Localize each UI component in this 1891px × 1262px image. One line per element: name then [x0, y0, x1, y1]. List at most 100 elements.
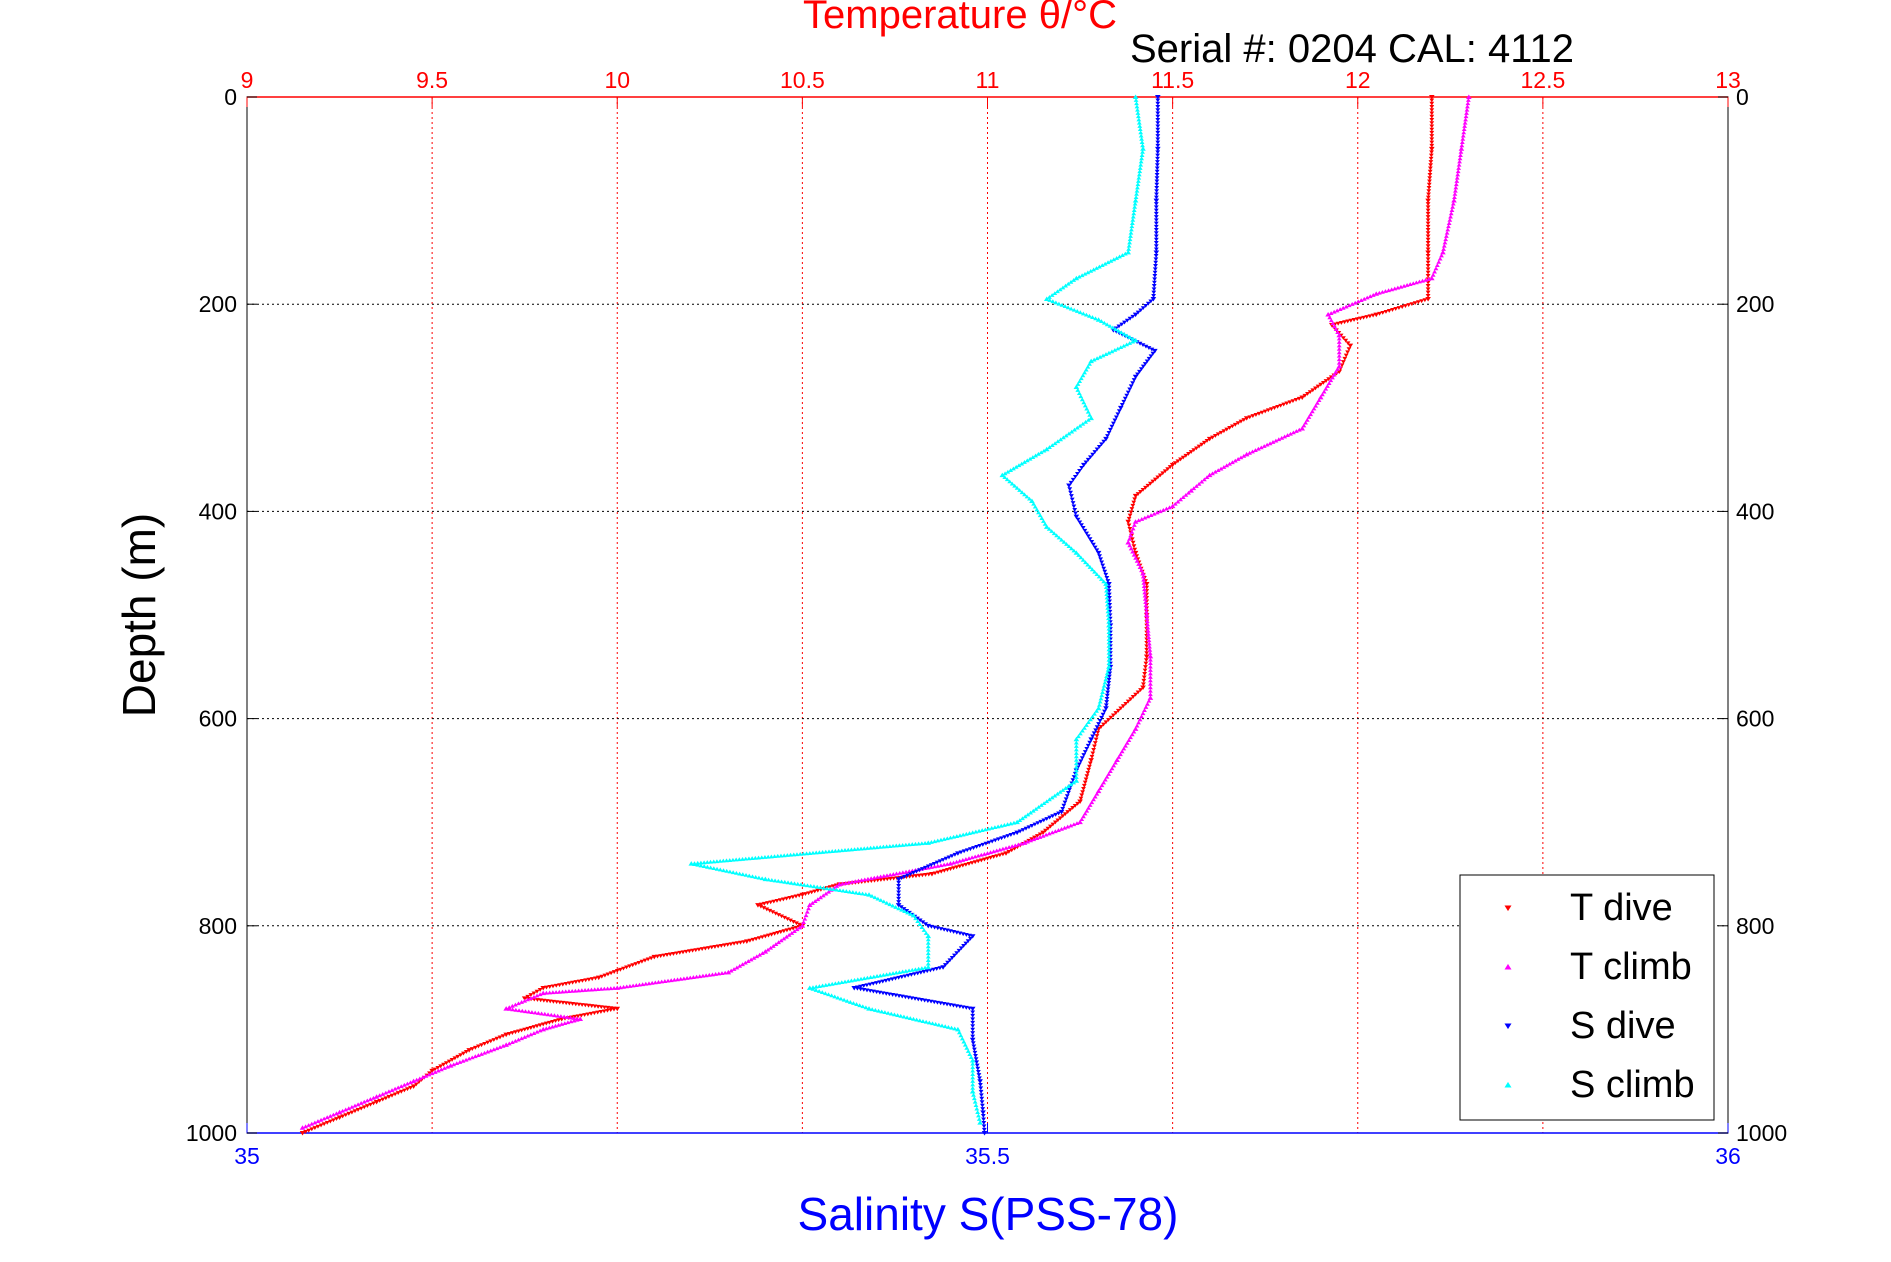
data-point-interp	[757, 952, 763, 957]
data-point-interp	[892, 1012, 897, 1017]
data-point-interp	[933, 1022, 939, 1026]
data-point-interp	[952, 1026, 958, 1031]
data-point-interp	[762, 855, 768, 859]
data-point-interp	[1439, 253, 1444, 258]
data-point-interp	[1134, 191, 1139, 196]
data-point-interp	[312, 1120, 318, 1125]
data-point-interp	[849, 879, 855, 884]
data-point-interp	[1127, 240, 1132, 245]
data-point-interp	[1148, 692, 1153, 697]
data-point-interp	[343, 1113, 349, 1118]
data-point-interp	[769, 877, 775, 882]
data-point-interp	[1106, 681, 1112, 685]
data-point-interp	[973, 1103, 979, 1108]
data-point-interp	[710, 972, 715, 977]
data-point-interp	[1071, 307, 1077, 312]
data-point-interp	[1241, 418, 1247, 422]
data-point-interp	[855, 977, 861, 982]
data-point	[1466, 94, 1472, 99]
data-point-interp	[636, 960, 642, 965]
data-point-interp	[982, 851, 987, 856]
data-point-interp	[608, 986, 614, 991]
data-point-interp	[1139, 156, 1145, 161]
data-point-interp	[522, 998, 528, 1003]
data-point-interp	[944, 836, 950, 841]
data-point-interp	[812, 899, 818, 903]
data-point-interp	[1137, 341, 1143, 346]
data-point-interp	[1449, 208, 1455, 212]
data-point-interp	[1352, 300, 1358, 305]
legend-label: T dive	[1570, 887, 1673, 929]
data-point-interp	[602, 973, 608, 978]
data-point-interp	[992, 838, 998, 843]
data-point-interp	[849, 847, 854, 852]
data-point-interp	[1422, 298, 1428, 303]
data-point-interp	[876, 1008, 881, 1013]
data-point-interp	[1279, 435, 1285, 440]
data-point-interp	[1148, 513, 1154, 517]
data-point-interp	[1138, 130, 1144, 135]
data-point-interp	[1085, 417, 1091, 422]
data-point-interp	[794, 927, 800, 932]
data-point-interp	[358, 1106, 364, 1111]
data-point-interp	[832, 994, 838, 999]
data-point-interp	[1146, 346, 1152, 351]
data-point-interp	[970, 1079, 976, 1083]
data-point-interp	[823, 983, 829, 987]
data-point-interp	[901, 1014, 907, 1019]
data-point	[1029, 498, 1035, 503]
data-point-interp	[1128, 384, 1134, 389]
data-point-interp	[965, 939, 971, 944]
data-point-interp	[1154, 192, 1159, 197]
data-point-interp	[698, 860, 704, 865]
data-point-interp	[1281, 402, 1287, 407]
data-point-interp	[1089, 754, 1095, 759]
data-point-interp	[901, 907, 907, 912]
data-point-interp	[1465, 104, 1470, 109]
data-point-interp	[1141, 678, 1147, 683]
data-point-interp	[850, 890, 856, 894]
data-point-interp	[1201, 477, 1207, 482]
data-point-interp	[756, 855, 761, 860]
data-point-interp	[1065, 791, 1071, 795]
data-point-interp	[1037, 832, 1043, 837]
data-point-interp	[1085, 743, 1091, 748]
data-point-interp	[788, 918, 793, 923]
data-point-interp	[488, 1039, 494, 1044]
data-point-interp	[962, 1042, 968, 1047]
data-point-interp	[485, 1040, 491, 1045]
data-point-interp	[1107, 599, 1112, 604]
data-point-interp	[775, 853, 781, 858]
data-point-interp	[1049, 830, 1055, 835]
data-point	[1425, 198, 1431, 204]
data-point-interp	[1082, 780, 1088, 785]
data-point-interp	[947, 958, 953, 963]
data-point-interp	[931, 861, 937, 866]
data-point-interp	[364, 1098, 370, 1103]
data-point-interp	[1441, 247, 1447, 251]
data-point	[614, 985, 621, 990]
data-point-interp	[1103, 585, 1109, 590]
data-point-interp	[1130, 695, 1136, 699]
data-point-interp	[1154, 189, 1160, 194]
data-point-interp	[869, 893, 875, 898]
data-point-interp	[948, 835, 953, 840]
data-point-interp	[571, 1015, 577, 1020]
data-point-interp	[572, 988, 578, 993]
legend-marker	[1504, 905, 1512, 912]
data-point-interp	[1145, 625, 1151, 630]
data-point	[1317, 394, 1324, 400]
data-point-interp	[865, 876, 871, 881]
top-tick-label: 11.5	[1151, 67, 1194, 93]
data-point-interp	[1131, 544, 1137, 549]
data-point-interp	[1105, 260, 1111, 265]
data-point-interp	[1155, 160, 1160, 164]
data-point-interp	[525, 994, 531, 999]
data-point-interp	[821, 885, 827, 890]
data-point-interp	[782, 879, 788, 884]
data-point-interp	[1032, 835, 1037, 840]
data-point-interp	[1454, 175, 1460, 180]
data-point-interp	[1459, 143, 1465, 148]
data-point-interp	[624, 984, 630, 989]
data-point-interp	[1106, 677, 1112, 682]
